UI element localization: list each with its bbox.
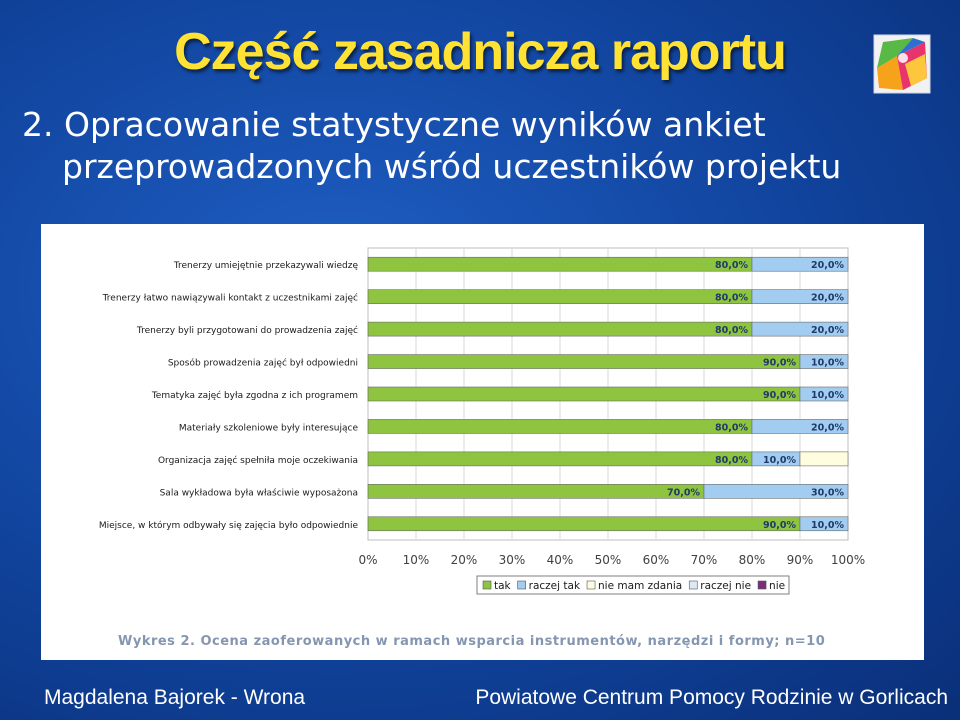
bar-raczej-tak: [703, 484, 849, 499]
colorful-cube-logo-icon: [873, 34, 931, 94]
data-label: 90,0%: [763, 520, 796, 531]
bar-tak: [367, 289, 753, 304]
data-label: 80,0%: [715, 455, 748, 466]
bar-tak: [367, 256, 753, 272]
category-label: Trenerzy umiejętnie przekazywali wiedzę: [173, 261, 359, 271]
bar-tak: [367, 516, 801, 532]
bar-tak: [367, 321, 753, 337]
stacked-bar-chart: 0% 10% 20% 30% 40% 50% 60% 70% 80% 90% 100% Trenerz…: [99, 247, 865, 595]
data-label: 70,0%: [667, 487, 700, 498]
x-tick-label: 70%: [691, 553, 718, 567]
bar-tak: [367, 451, 753, 467]
legend-swatch: [688, 580, 698, 590]
category-label: Materiały szkoleniowe były interesujące: [179, 423, 359, 433]
data-label: 20,0%: [811, 422, 844, 433]
slide-title: Część zasadnicza raportu: [174, 23, 787, 81]
x-tick-label: 50%: [595, 553, 622, 567]
bar-tak: [367, 354, 801, 369]
subtitle-line-1: 2. Opracowanie statystyczne wyników anki…: [22, 105, 766, 144]
legend-label: raczej nie: [700, 580, 751, 592]
category-label: Miejsce, w którym odbywały się zajęcia b…: [99, 520, 359, 531]
x-tick-label: 60%: [643, 553, 670, 567]
x-tick-label: 40%: [547, 553, 574, 567]
bar-raczej-tak: [799, 386, 849, 402]
legend-swatch: [586, 580, 596, 590]
legend-label: nie mam zdania: [598, 580, 682, 592]
legend-swatch: [482, 580, 492, 590]
x-tick-label: 100%: [831, 553, 865, 567]
bar-tak: [367, 386, 801, 402]
category-label: Organizacja zajęć spełniła moje oczekiwa…: [158, 455, 358, 466]
data-label: 10,0%: [811, 390, 844, 401]
data-label: 20,0%: [811, 260, 844, 271]
legend-label: nie: [769, 580, 785, 592]
data-label: 10,0%: [763, 455, 796, 466]
footer-organization: Powiatowe Centrum Pomocy Rodzinie w Gorl…: [475, 686, 948, 709]
bar-raczej-tak: [751, 256, 849, 272]
chart-caption: Wykres 2. Ocena zaoferowanych w ramach w…: [118, 634, 826, 649]
footer-author: Magdalena Bajorek - Wrona: [44, 686, 306, 709]
chart-panel: 0% 10% 20% 30% 40% 50% 60% 70% 80% 90% 100% Trenerz…: [41, 224, 924, 660]
x-tick-label: 0%: [358, 553, 377, 567]
data-label: 80,0%: [715, 260, 748, 271]
bar-tak: [367, 419, 753, 434]
x-tick-label: 90%: [787, 553, 814, 567]
legend-label: raczej tak: [529, 580, 581, 592]
x-tick-label: 10%: [403, 553, 430, 567]
bar-raczej-tak: [751, 419, 849, 434]
data-label: 80,0%: [715, 422, 748, 433]
data-label: 10,0%: [811, 358, 844, 369]
x-tick-label: 80%: [739, 553, 766, 567]
bar-raczej-tak: [799, 354, 849, 369]
data-label: 20,0%: [811, 293, 844, 304]
data-label: 90,0%: [763, 390, 796, 401]
subtitle-line-2: przeprowadzonych wśród uczestników proje…: [62, 146, 842, 186]
category-label: Trenerzy łatwo nawiązywali kontakt z ucz…: [102, 293, 358, 304]
category-label: Trenerzy byli przygotowani do prowadzeni…: [136, 325, 358, 336]
legend-box: [476, 575, 790, 595]
category-label: Sposób prowadzenia zajęć był odpowiedni: [168, 358, 358, 369]
data-label: 10,0%: [811, 520, 844, 531]
data-label: 80,0%: [715, 325, 748, 336]
category-label: Sala wykładowa była właściwie wyposażona: [160, 487, 358, 498]
bar-tak: [367, 484, 705, 499]
bar-raczej-tak: [799, 516, 849, 532]
legend-swatch: [757, 580, 767, 590]
legend-swatch: [517, 580, 526, 590]
bar-nie-mam-zdania: [799, 451, 849, 467]
x-tick-label: 20%: [451, 553, 478, 567]
slide-subtitle: 2. Opracowanie statystyczne wyników anki…: [22, 104, 922, 187]
data-label: 20,0%: [811, 325, 844, 336]
bar-raczej-tak: [751, 289, 849, 304]
data-label: 80,0%: [715, 293, 748, 304]
legend-label: tak: [494, 580, 512, 592]
data-label: 30,0%: [811, 487, 844, 498]
data-label: 90,0%: [763, 358, 796, 369]
category-label: Tematyka zajęć była zgodna z ich program…: [151, 390, 358, 401]
bar-raczej-tak: [751, 321, 849, 337]
x-tick-label: 30%: [499, 553, 526, 567]
